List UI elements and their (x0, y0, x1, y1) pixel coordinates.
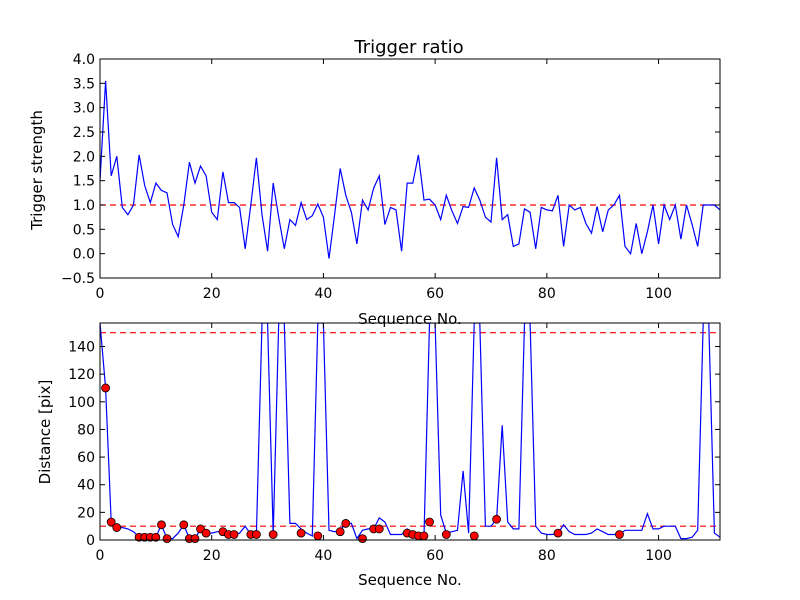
y-tick-label: −0.5 (61, 271, 95, 287)
x-axis-label: Sequence No. (358, 310, 462, 328)
y-tick-label: 1.0 (73, 198, 95, 214)
data-point (441, 530, 451, 539)
series-line (100, 323, 720, 540)
series-layer (100, 323, 720, 540)
data-point (190, 534, 200, 544)
x-tick-label: 40 (315, 548, 333, 564)
y-axis-label: Distance [pix] (36, 380, 54, 485)
data-point (106, 517, 116, 527)
x-tick-label: 80 (538, 548, 556, 564)
y-tick-label: 0.0 (73, 247, 95, 263)
chart-title: Trigger ratio (353, 37, 463, 58)
y-tick-label: 100 (68, 395, 95, 411)
y-tick-label: 2.0 (73, 149, 95, 165)
y-tick-label: 140 (68, 339, 95, 355)
data-point (229, 530, 239, 539)
x-tick-label: 100 (645, 286, 672, 302)
threshold-lines (100, 332, 720, 527)
y-tick-label: 0.5 (73, 222, 95, 238)
y-tick-label: 3.0 (73, 101, 95, 117)
data-point (469, 531, 479, 541)
axis-ticks: 0 20 40 60 80 100 −0.5 0.0 0.5 1.0 1.5 2.0 2.5 3.0 3.5… (61, 52, 720, 302)
data-point (162, 534, 172, 544)
data-point (553, 528, 563, 538)
y-tick-label: 0 (86, 533, 95, 549)
plot-frame (99, 58, 721, 279)
y-tick-label: 2.5 (73, 125, 95, 141)
data-point (341, 519, 351, 528)
x-axis-label: Sequence No. (358, 571, 462, 589)
trigger-ratio-chart: Trigger ratio 0 20 40 60 80 100 −0.5 0.0 0.5 1.0 1… (28, 37, 721, 328)
data-point (268, 530, 278, 539)
y-axis-label: Trigger strength (28, 110, 46, 231)
data-point (419, 531, 429, 541)
data-point (296, 528, 306, 538)
data-point (101, 383, 110, 393)
x-tick-label: 60 (426, 286, 444, 302)
x-tick-label: 80 (538, 286, 556, 302)
data-point (151, 532, 161, 542)
y-tick-label: 1.5 (73, 174, 95, 190)
x-tick-label: 20 (203, 286, 221, 302)
data-point (615, 530, 624, 539)
plot-frame (99, 322, 721, 541)
data-point (251, 530, 261, 539)
data-point (492, 514, 501, 524)
data-point (335, 527, 345, 537)
y-tick-label: 20 (77, 505, 95, 521)
series-line (100, 80, 720, 259)
data-point (179, 520, 189, 530)
x-tick-label: 20 (203, 548, 221, 564)
axis-ticks: 0 20 40 60 80 100 0 20 40 60 80 100 120 140 (68, 323, 720, 564)
x-tick-label: 60 (426, 548, 444, 564)
data-point (157, 520, 166, 530)
data-point (374, 524, 384, 534)
y-tick-label: 3.5 (73, 76, 95, 92)
distance-chart: 0 20 40 60 80 100 0 20 40 60 80 100 120 140 Sequence … (36, 322, 721, 589)
data-point (112, 523, 122, 532)
x-tick-label: 40 (315, 286, 333, 302)
x-tick-label: 0 (96, 548, 105, 564)
data-point (425, 517, 434, 527)
y-tick-label: 40 (77, 478, 95, 494)
x-tick-label: 0 (96, 286, 105, 302)
y-tick-label: 4.0 (73, 52, 95, 68)
data-point (201, 528, 211, 538)
x-tick-label: 100 (645, 548, 672, 564)
y-tick-label: 80 (77, 422, 95, 438)
data-point (313, 531, 323, 541)
y-tick-label: 120 (68, 367, 95, 383)
series-layer (100, 80, 720, 259)
data-point (358, 534, 367, 544)
marker-layer (101, 383, 624, 544)
y-tick-label: 60 (77, 450, 95, 466)
